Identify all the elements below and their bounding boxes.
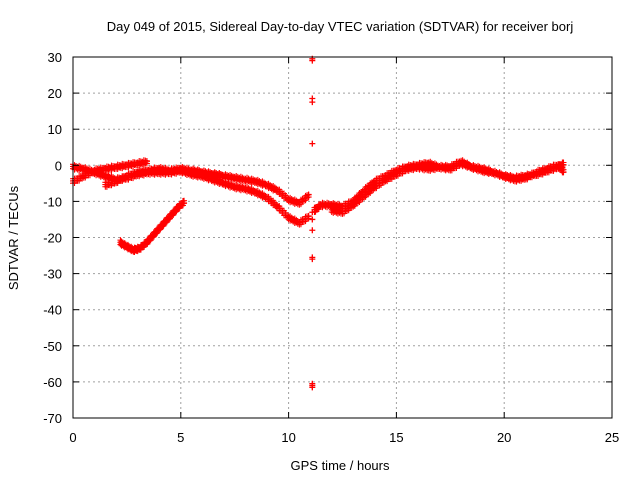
y-tick-label: -70 <box>43 411 62 426</box>
x-tick-label: 15 <box>389 430 403 445</box>
data-point <box>309 140 316 147</box>
data-point <box>309 99 316 106</box>
data-point <box>156 227 163 234</box>
data-point <box>143 241 150 248</box>
y-tick-label: 0 <box>55 158 62 173</box>
ticks: 0 5 10 15 20 25 30 20 10 0 -10 -20 -30 -40 -50 -60 -70 <box>43 50 619 445</box>
series-arc-e <box>117 197 188 256</box>
x-tick-label: 25 <box>605 430 619 445</box>
data-point <box>305 194 312 201</box>
data-point <box>143 160 150 167</box>
data-point <box>305 215 312 222</box>
data-point <box>149 234 156 241</box>
data-point <box>181 200 188 207</box>
y-tick-label: -30 <box>43 267 62 282</box>
series-arc-d <box>177 164 312 228</box>
data-point <box>153 230 160 237</box>
x-tick-label: 5 <box>177 430 184 445</box>
data-point <box>159 223 166 230</box>
data-point <box>165 216 172 223</box>
data-point <box>309 380 316 387</box>
data-point <box>309 216 316 223</box>
y-tick-label: 10 <box>48 122 62 137</box>
grid <box>73 57 612 418</box>
data-point <box>309 57 316 64</box>
y-tick-label: -60 <box>43 375 62 390</box>
x-axis-label: GPS time / hours <box>291 458 390 473</box>
y-tick-label: 30 <box>48 50 62 65</box>
y-tick-label: 20 <box>48 86 62 101</box>
data-point <box>146 237 153 244</box>
data-point <box>309 227 316 234</box>
series-arc-b <box>70 157 150 187</box>
y-tick-label: -20 <box>43 231 62 246</box>
chart-title: Day 049 of 2015, Sidereal Day-to-day VTE… <box>107 19 574 34</box>
y-tick-label: -50 <box>43 339 62 354</box>
data-point <box>162 219 169 226</box>
series-outliers <box>309 55 316 391</box>
data-point <box>309 256 316 263</box>
x-tick-label: 10 <box>281 430 295 445</box>
data-point <box>169 212 176 219</box>
data-point <box>172 209 179 216</box>
x-tick-label: 0 <box>69 430 76 445</box>
x-tick-label: 20 <box>497 430 511 445</box>
y-tick-label: -10 <box>43 194 62 209</box>
data-point <box>560 169 567 176</box>
y-axis-label: SDTVAR / TECUs <box>6 185 21 290</box>
series-arc-g <box>328 157 567 217</box>
data-point <box>309 209 316 216</box>
data-points <box>70 55 567 391</box>
y-tick-label: -40 <box>43 303 62 318</box>
